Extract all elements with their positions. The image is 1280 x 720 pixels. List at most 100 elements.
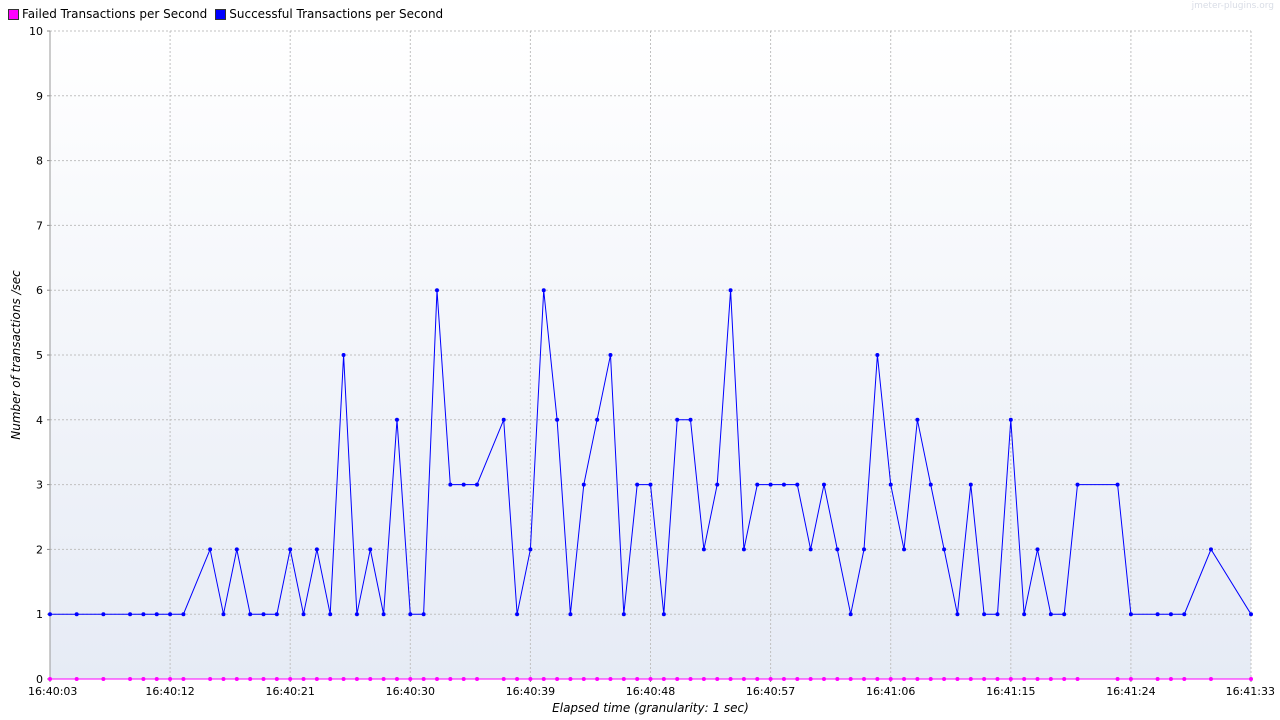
legend-swatch-successful (215, 8, 227, 20)
x-tick-label: 16:41:33 (1226, 685, 1275, 698)
x-tick-label: 16:41:15 (986, 685, 1035, 698)
data-point-successful (795, 482, 800, 487)
data-point-failed (715, 677, 720, 681)
data-point-failed (408, 677, 413, 681)
data-point-failed (274, 677, 279, 681)
data-point-failed (942, 677, 947, 681)
data-point-failed (448, 677, 453, 681)
data-point-failed (288, 677, 293, 681)
data-point-successful (608, 353, 613, 357)
data-point-successful (915, 417, 920, 422)
data-point-successful (982, 612, 987, 617)
data-point-failed (608, 677, 613, 681)
data-point-failed (555, 677, 560, 681)
data-point-successful (955, 612, 960, 617)
data-point-successful (1048, 612, 1053, 617)
data-point-successful (1022, 612, 1027, 617)
x-tick-label: 16:40:39 (506, 685, 555, 698)
data-point-successful (541, 288, 546, 293)
data-point-successful (808, 547, 813, 552)
data-point-successful (421, 612, 426, 617)
data-point-failed (528, 677, 533, 681)
data-point-successful (555, 417, 560, 422)
legend-label-successful: Successful Transactions per Second (229, 7, 444, 21)
data-point-successful (408, 612, 413, 617)
data-point-failed (688, 677, 693, 681)
data-point-successful (741, 547, 746, 552)
data-point-failed (381, 677, 386, 681)
data-point-failed (902, 677, 907, 681)
data-point-failed (968, 677, 973, 681)
watermark: jmeter-plugins.org (1191, 1, 1274, 11)
data-point-failed (741, 677, 746, 681)
data-point-failed (475, 677, 480, 681)
data-point-successful (341, 353, 346, 357)
data-point-successful (1208, 547, 1213, 552)
data-point-successful (835, 547, 840, 552)
series-line-successful (50, 290, 1252, 615)
y-tick-label: 2 (36, 543, 43, 556)
data-point-successful (141, 612, 146, 617)
data-point-failed (128, 677, 133, 681)
data-point-failed (421, 677, 426, 681)
data-point-successful (448, 482, 453, 487)
data-point-failed (821, 677, 826, 681)
data-point-failed (314, 677, 319, 681)
data-point-successful (902, 547, 907, 552)
data-point-failed (795, 677, 800, 681)
data-point-failed (354, 677, 359, 681)
data-point-successful (862, 547, 867, 552)
x-tick-label: 16:40:48 (626, 685, 675, 698)
data-point-successful (1008, 417, 1013, 422)
y-tick-label: 5 (36, 349, 43, 362)
data-point-failed (701, 677, 706, 681)
data-point-successful (1182, 612, 1187, 617)
data-point-failed (341, 677, 346, 681)
data-point-successful (568, 612, 573, 617)
data-point-failed (755, 677, 760, 681)
data-point-successful (755, 482, 760, 487)
data-point-failed (568, 677, 573, 681)
data-point-failed (1062, 677, 1067, 681)
data-point-successful (661, 612, 666, 617)
y-axis-title: Number of transactions /sec (9, 270, 23, 440)
data-point-successful (261, 612, 266, 617)
x-tick-label: 16:40:12 (145, 685, 194, 698)
data-point-successful (728, 288, 733, 293)
data-point-failed (635, 677, 640, 681)
legend-label-failed: Failed Transactions per Second (22, 7, 208, 21)
data-point-successful (1115, 482, 1120, 487)
data-point-failed (461, 677, 466, 681)
y-tick-label: 7 (36, 219, 43, 232)
data-point-failed (982, 677, 987, 681)
data-point-failed (208, 677, 213, 681)
x-tick-label: 16:41:06 (866, 685, 915, 698)
data-point-failed (581, 677, 586, 681)
y-tick-label: 0 (36, 673, 43, 686)
data-point-successful (394, 417, 399, 422)
data-point-failed (301, 677, 306, 681)
data-point-successful (781, 482, 786, 487)
data-point-failed (848, 677, 853, 681)
data-point-failed (1155, 677, 1160, 681)
y-tick-label: 3 (36, 479, 43, 492)
grid (50, 30, 1252, 679)
data-point-successful (1155, 612, 1160, 617)
legend: Failed Transactions per Second Successfu… (8, 7, 443, 21)
data-point-failed (595, 677, 600, 681)
legend-item-successful: Successful Transactions per Second (215, 7, 443, 21)
data-point-failed (394, 677, 399, 681)
data-point-successful (648, 482, 653, 487)
x-axis-title: Elapsed time (granularity: 1 sec) (552, 701, 749, 715)
data-point-failed (74, 677, 79, 681)
legend-swatch-failed (8, 8, 19, 20)
data-point-successful (1035, 547, 1040, 552)
data-point-successful (128, 612, 133, 617)
data-point-successful (314, 547, 319, 552)
data-point-failed (141, 677, 146, 681)
data-point-failed (1048, 677, 1053, 681)
data-point-failed (515, 677, 520, 681)
data-point-successful (715, 482, 720, 487)
data-point-failed (221, 677, 226, 681)
